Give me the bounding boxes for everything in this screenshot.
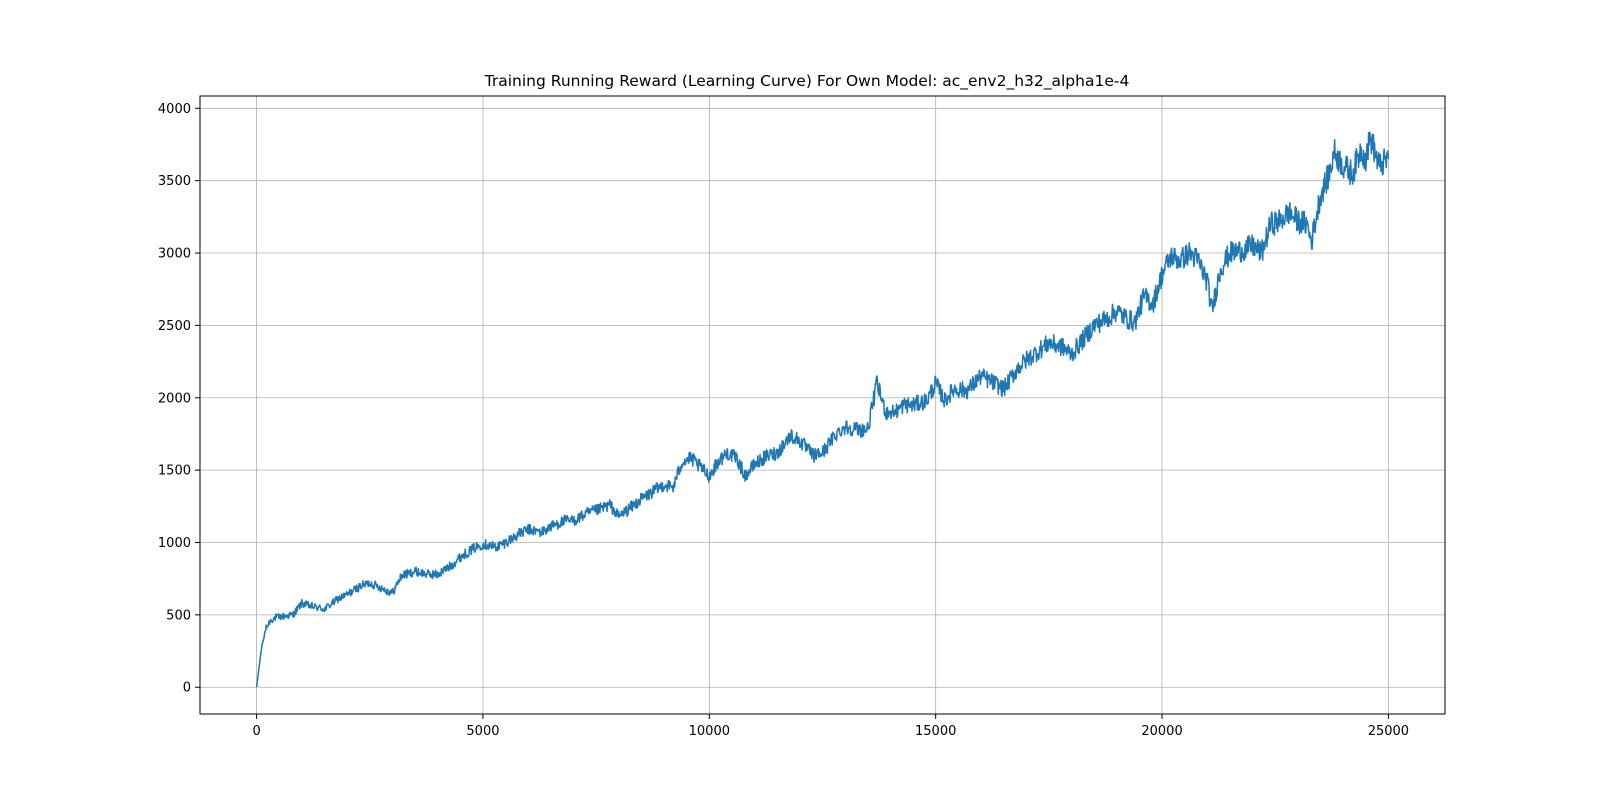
y-tick-label: 3500 [158,174,191,189]
y-tick-label: 500 [166,608,191,623]
y-tick-label: 2500 [158,319,191,334]
x-tick-label: 5000 [466,724,499,739]
series-line [255,131,1390,688]
plot-frame [199,95,1446,715]
axis-ticks: 0 5000 10000 15000 20000 25000 0 500 1000 1500 200… [158,102,1409,739]
x-tick-label: 10000 [689,724,730,739]
x-tick-label: 20000 [1141,724,1182,739]
y-tick-label: 1000 [158,536,191,551]
x-tick-label: 0 [252,724,260,739]
y-tick-label: 4000 [158,102,191,117]
y-tick-label: 2000 [158,391,191,406]
y-tick-label: 1500 [158,464,191,479]
x-tick-label: 15000 [915,724,956,739]
x-tick-label: 25000 [1368,724,1409,739]
series-layer [255,131,1390,688]
chart-title: Training Running Reward (Learning Curve)… [484,72,1130,91]
y-tick-label: 0 [183,681,191,696]
y-tick-label: 3000 [158,247,191,262]
